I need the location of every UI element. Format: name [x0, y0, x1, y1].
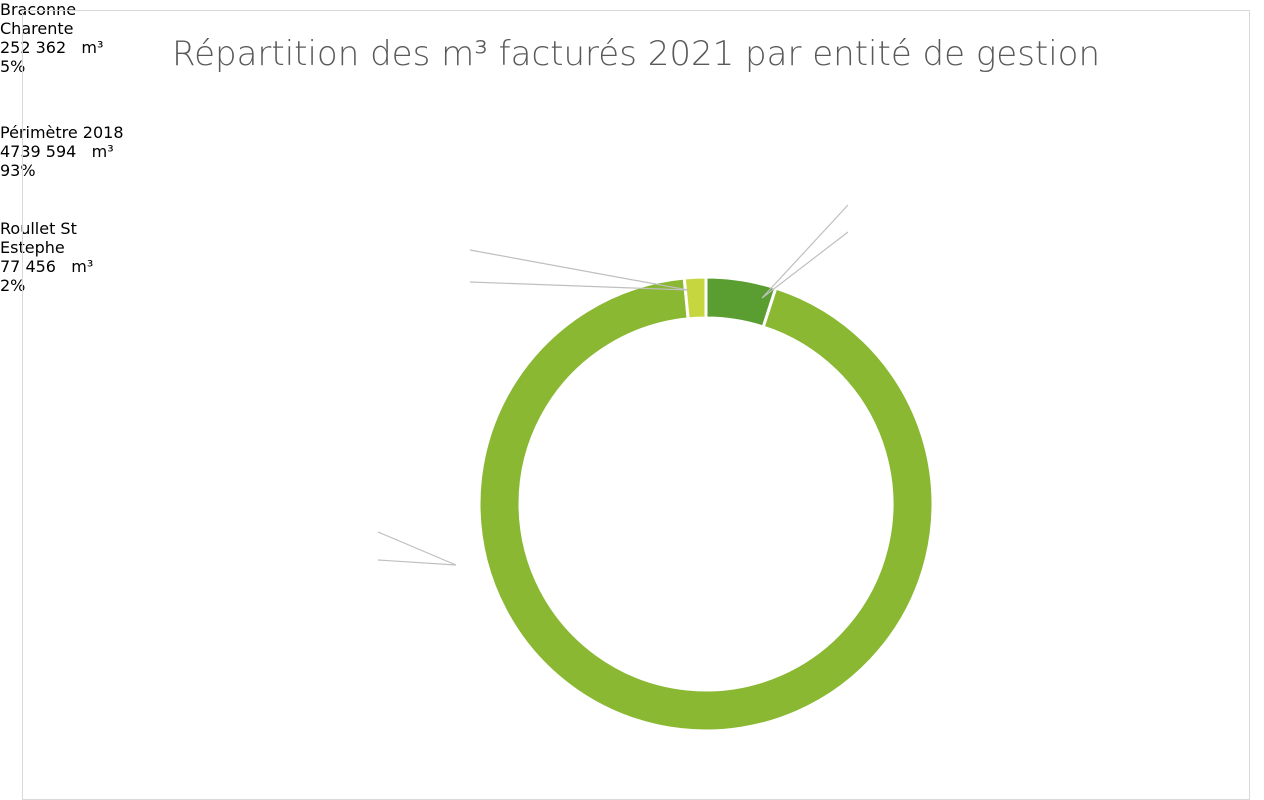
leader-line — [469, 249, 689, 291]
doughnut-segment — [682, 275, 708, 321]
leader-line — [377, 531, 457, 566]
data-label-box: Roullet St Estephe 77 456 m³ 2% — [0, 219, 213, 347]
percent-label: 93% — [0, 161, 36, 180]
category-label: Roullet St Estephe — [0, 219, 77, 257]
value-label: 77 456 m³ — [0, 257, 94, 276]
chart-title: Répartition des m³ facturés 2021 par ent… — [171, 34, 1101, 74]
doughnut-segment — [477, 276, 935, 733]
category-label: Braconne Charente — [0, 0, 77, 38]
data-label-box: Périmètre 2018 4739 594 m³ 93% — [0, 123, 196, 219]
leader-line — [761, 204, 849, 299]
category-label: Périmètre 2018 — [0, 123, 124, 142]
percent-label: 5% — [0, 57, 26, 76]
value-label: 4739 594 m³ — [0, 142, 114, 161]
percent-label: 2% — [0, 276, 26, 295]
data-label-box: Braconne Charente 252 362 m³ 5% — [0, 0, 240, 123]
